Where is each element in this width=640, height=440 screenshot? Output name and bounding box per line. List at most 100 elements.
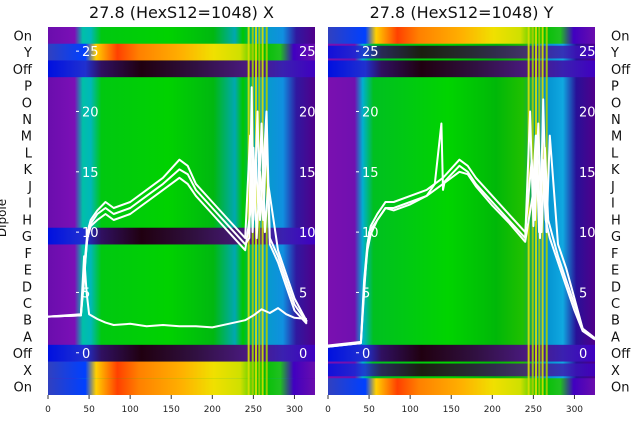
row-label: M	[611, 130, 622, 145]
overlay-tick-label: 15	[362, 166, 379, 181]
heatmap-stripe	[527, 27, 530, 395]
overlay-tick-label: 5	[299, 286, 307, 301]
x-tick-label: 100	[122, 405, 139, 415]
overlay-tick-label: 5	[362, 286, 370, 301]
overlay-tick-label: 15	[299, 166, 316, 181]
row-label: A	[611, 330, 620, 345]
overlay-tick-label: 15	[82, 166, 99, 181]
row-label: B	[23, 314, 32, 329]
x-tick-label: 0	[325, 405, 331, 415]
x-tick-label: 50	[363, 405, 375, 415]
x-tick-label: 150	[443, 405, 460, 415]
row-label: E	[24, 264, 32, 279]
overlay-tick-label: 10	[579, 226, 596, 241]
overlay-tick-label: 0	[362, 347, 370, 362]
row-label: J	[610, 180, 615, 195]
x-tick-label: 50	[83, 405, 95, 415]
x-tick-label: 0	[45, 405, 51, 415]
row-label: B	[611, 314, 620, 329]
row-label: C	[611, 297, 620, 312]
row-label: G	[611, 230, 621, 245]
row-label: K	[611, 163, 620, 178]
overlay-tick-label: 25	[579, 45, 596, 60]
heatmap-dark-row	[328, 60, 595, 78]
heatmap-body	[48, 27, 315, 395]
row-label: On	[611, 381, 629, 396]
overlay-tick-label: 0	[82, 347, 90, 362]
heatmap-hot-row	[48, 378, 315, 395]
row-label: H	[611, 213, 621, 228]
y-axis-label: Dipole	[0, 199, 9, 237]
row-label: O	[611, 96, 621, 111]
row-label: F	[25, 247, 32, 262]
row-label: E	[611, 264, 619, 279]
row-label: Y	[610, 46, 619, 61]
row-label: I	[611, 197, 615, 212]
row-label: Off	[13, 347, 33, 362]
heatmap-dark-row	[48, 60, 315, 78]
overlay-line	[48, 122, 308, 322]
overlay-tick-label: 0	[579, 347, 587, 362]
overlay-line	[48, 86, 308, 324]
row-label: M	[21, 130, 32, 145]
overlay-tick-label: 0	[299, 347, 307, 362]
heatmap-stripe	[247, 27, 250, 395]
overlay-tick-label: 20	[362, 105, 379, 120]
row-label: L	[25, 146, 33, 161]
row-label: G	[22, 230, 32, 245]
x-tick-label: 300	[566, 405, 583, 415]
overlay-tick-label: 20	[299, 105, 316, 120]
heatmap-hot-row	[48, 361, 315, 379]
overlay-line	[328, 122, 595, 347]
x-tick-label: 200	[204, 405, 221, 415]
overlay-tick-label: 10	[299, 226, 316, 241]
row-label: X	[611, 364, 620, 379]
x-tick-label: 250	[245, 405, 262, 415]
overlay-tick-label: 20	[82, 105, 99, 120]
row-label: Y	[23, 46, 32, 61]
row-label: A	[23, 330, 32, 345]
row-label: P	[611, 80, 619, 95]
x-tick-label: 200	[484, 405, 501, 415]
chart-title: 27.8 (HexS12=1048) X	[89, 3, 274, 22]
x-tick-label: 150	[163, 405, 180, 415]
overlay-tick-label: 25	[299, 45, 316, 60]
row-label: Off	[611, 347, 631, 362]
row-label: X	[23, 364, 32, 379]
row-label: J	[27, 180, 32, 195]
overlay-lines	[328, 98, 595, 348]
chart-title: 27.8 (HexS12=1048) Y	[370, 3, 554, 22]
row-label: D	[22, 280, 32, 295]
overlay-tick-label: 25	[362, 45, 379, 60]
row-label: P	[24, 80, 32, 95]
overlay-tick-label: 20	[579, 105, 596, 120]
row-label: Off	[13, 63, 33, 78]
row-label: K	[23, 163, 32, 178]
overlay-line	[48, 255, 307, 329]
row-label: N	[22, 113, 32, 128]
row-label: On	[14, 381, 32, 396]
row-label: F	[611, 247, 618, 262]
row-label: N	[611, 113, 621, 128]
overlay-tick-label: 5	[579, 286, 587, 301]
row-label: D	[611, 280, 621, 295]
row-label: On	[14, 29, 32, 44]
heatmap-body	[328, 27, 595, 395]
row-label: C	[23, 297, 32, 312]
overlay-tick-label: 25	[82, 45, 99, 60]
row-label: L	[611, 146, 619, 161]
heatmap-hot-row	[328, 27, 595, 44]
x-tick-label: 250	[525, 405, 542, 415]
row-label: I	[28, 197, 32, 212]
overlay-tick-label: 15	[579, 166, 596, 181]
x-tick-label: 300	[286, 405, 303, 415]
overlay-lines	[48, 86, 308, 329]
overlay-line	[48, 134, 308, 325]
row-label: Off	[611, 63, 631, 78]
heatmap-dark-row	[328, 363, 595, 377]
overlay-line	[328, 134, 595, 348]
row-label: On	[611, 29, 629, 44]
